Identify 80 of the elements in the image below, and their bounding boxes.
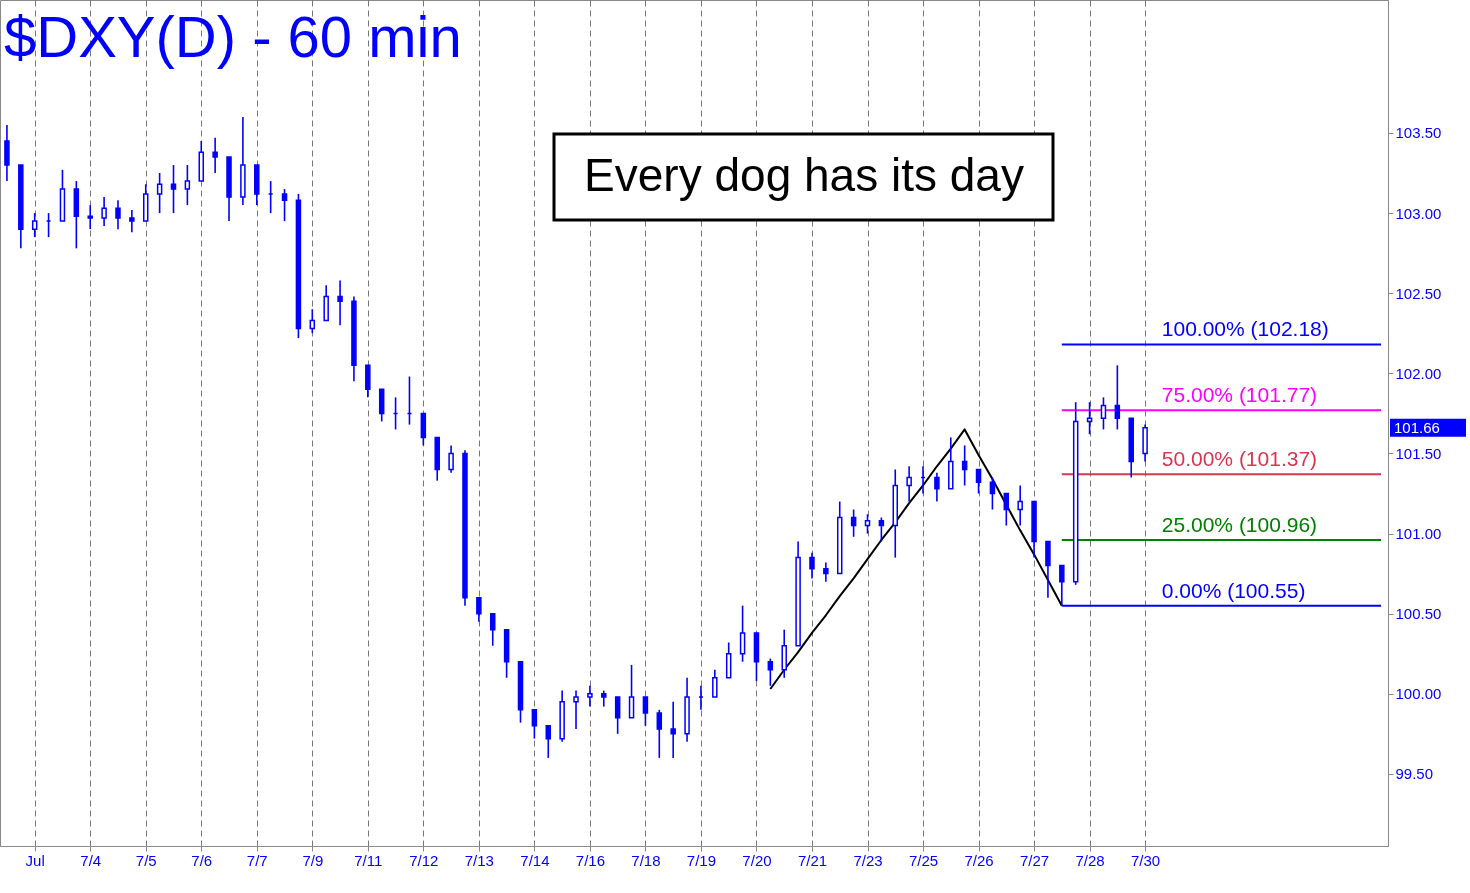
candlestick [184, 164, 191, 206]
candlestick [531, 709, 538, 740]
candlestick [712, 668, 718, 698]
candlestick [906, 465, 912, 503]
y-tick-label: 100.50 [1395, 605, 1442, 623]
candlestick [115, 199, 121, 230]
candlestick [767, 657, 774, 687]
candlestick [670, 701, 676, 759]
candlestick [212, 137, 218, 174]
candlestick [309, 308, 316, 335]
x-tick-label: 7/12 [409, 851, 439, 869]
candlestick [281, 188, 288, 222]
candlestick [656, 709, 663, 759]
series-label: 0.00% (100.55) [1161, 578, 1306, 602]
candlestick [975, 468, 982, 495]
candlestick [448, 444, 454, 474]
candlestick [642, 696, 649, 727]
y-tick-label: 103.00 [1395, 204, 1442, 222]
x-tick-label: 7/28 [1075, 851, 1105, 869]
candlestick [809, 551, 815, 580]
x-tick-label: 7/16 [575, 851, 605, 869]
y-tick-label: 102.50 [1395, 284, 1442, 302]
y-tick-label: 100.00 [1395, 685, 1442, 703]
series-label: 100.00% (102.18) [1161, 317, 1329, 341]
candlestick [573, 689, 579, 730]
candlestick [1114, 364, 1121, 431]
y-tick-label: 103.50 [1395, 124, 1442, 142]
x-tick-label: 7/9 [302, 851, 324, 869]
series-label: 25.00% (100.96) [1161, 512, 1318, 536]
x-tick-label: 7/20 [742, 851, 772, 869]
candlestick [878, 516, 885, 543]
x-tick-label: 7/30 [1131, 851, 1161, 869]
x-tick-label: 7/26 [964, 851, 994, 869]
y-tick-label: 101.00 [1395, 525, 1442, 543]
candlestick [934, 471, 940, 503]
x-tick-label: 7/13 [464, 851, 494, 869]
candlestick [850, 508, 857, 538]
candlestick [156, 172, 163, 214]
x-tick-label: Jul [25, 851, 45, 869]
candlestick [31, 212, 38, 238]
x-tick-label: 7/18 [631, 851, 661, 869]
chart-title: $DXY(D) - 60 min [4, 4, 462, 69]
x-tick-label: 7/5 [135, 851, 157, 869]
candlestick [129, 209, 135, 234]
series-label: 50.00% (101.37) [1161, 447, 1318, 471]
annotation: Every dog has its day [584, 149, 1024, 201]
x-tick-label: 7/7 [246, 851, 268, 869]
x-tick-label: 7/21 [797, 851, 828, 869]
candlestick [170, 164, 177, 214]
x-tick-label: 7/25 [908, 851, 939, 869]
candlestick [489, 612, 496, 647]
x-tick-label: 7/19 [686, 851, 717, 869]
candlestick [545, 725, 552, 759]
candlestick [628, 664, 635, 719]
x-tick-label: 7/23 [853, 851, 883, 869]
candlestick [1003, 492, 1010, 527]
candlestick [961, 444, 968, 487]
candlestick [823, 561, 829, 583]
y-tick-label: 101.50 [1395, 444, 1442, 462]
y-tick-label: 102.00 [1395, 364, 1442, 382]
x-tick-label: 7/14 [520, 851, 550, 869]
candlestick [87, 204, 93, 230]
candlestick [739, 604, 746, 663]
x-tick-label: 7/4 [80, 851, 102, 869]
x-tick-label: 7/11 [354, 851, 383, 869]
y-tick-label: 99.50 [1395, 765, 1434, 783]
candlestick [101, 196, 107, 227]
candlestick [614, 696, 621, 735]
line-series [769, 428, 1063, 690]
series-label: 75.00% (101.77) [1161, 383, 1318, 407]
text: 101.66 [1394, 418, 1440, 436]
candlestick [864, 513, 871, 535]
x-tick-label: 7/6 [191, 851, 213, 869]
candlestick [476, 596, 482, 623]
candlestick [1086, 401, 1093, 436]
x-tick-label: 7/27 [1019, 851, 1050, 869]
candlestick [1100, 396, 1107, 431]
candlestick [587, 684, 593, 708]
candlestick [337, 279, 343, 327]
candlestick [1017, 484, 1023, 527]
